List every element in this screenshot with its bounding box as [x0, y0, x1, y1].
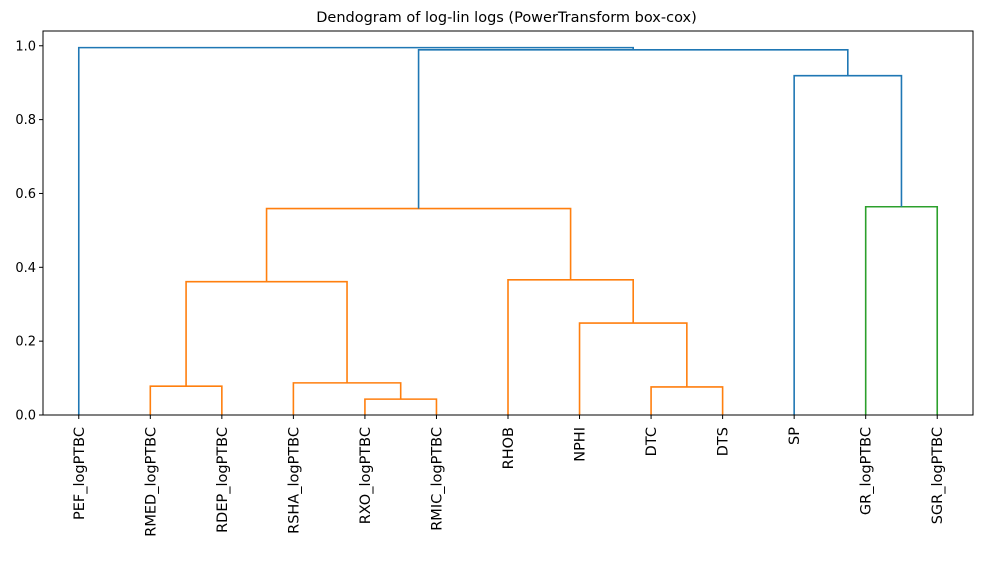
- leaf-label: RSHA_logPTBC: [286, 427, 302, 534]
- y-tick-label: 0.2: [15, 335, 36, 350]
- y-tick-label: 0.0: [15, 409, 36, 424]
- leaf-label: GR_logPTBC: [859, 427, 875, 515]
- dendrogram-links: [77, 46, 939, 415]
- leaf-label: NPHI: [573, 427, 589, 462]
- dendrogram-link: [292, 382, 402, 415]
- dendrogram-link: [364, 398, 438, 415]
- leaf-label: RXO_logPTBC: [358, 427, 374, 524]
- leaf-label: DTC: [644, 427, 660, 456]
- leaf-label: RMIC_logPTBC: [429, 427, 445, 531]
- leaf-label: RHOB: [501, 427, 517, 469]
- leaf-label: RMED_logPTBC: [143, 427, 159, 537]
- plot-area-frame: [42, 30, 974, 416]
- dendrogram-link: [185, 280, 348, 387]
- dendrogram-link: [650, 386, 724, 415]
- dendrogram-link: [864, 205, 939, 415]
- dendrogram-link: [77, 46, 634, 415]
- chart-title: Dendogram of log-lin logs (PowerTransfor…: [316, 10, 697, 26]
- dendrogram-link: [417, 49, 849, 209]
- y-axis: 0.0 0.2 0.4 0.6 0.8 1.0: [15, 39, 43, 424]
- y-tick-label: 0.4: [15, 261, 36, 276]
- dendrogram-link: [149, 385, 223, 415]
- leaf-label: SGR_logPTBC: [930, 427, 946, 524]
- y-tick-label: 0.8: [15, 113, 36, 128]
- y-tick-label: 0.6: [15, 187, 36, 202]
- dendrogram-link: [793, 74, 903, 415]
- dendrogram-link: [578, 322, 688, 415]
- leaf-label: PEF_logPTBC: [72, 427, 88, 520]
- leaf-label: RDEP_logPTBC: [215, 427, 231, 533]
- y-tick-label: 1.0: [15, 39, 36, 54]
- leaf-label: SP: [787, 427, 803, 445]
- leaf-label: DTS: [716, 427, 732, 456]
- x-axis: PEF_logPTBC RMED_logPTBC RDEP_logPTBC RSHA_…: [72, 415, 946, 537]
- dendrogram-link: [265, 207, 572, 282]
- dendrogram-link: [507, 279, 634, 415]
